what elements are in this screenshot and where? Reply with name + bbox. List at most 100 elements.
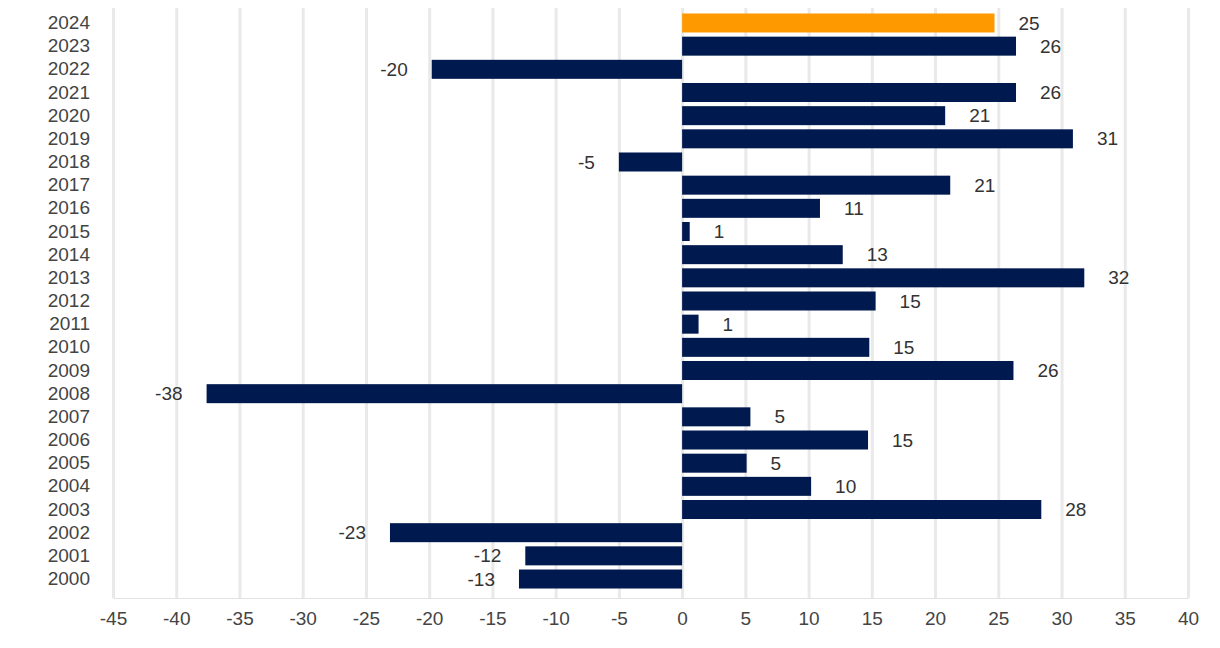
grid-line: [555, 8, 558, 598]
x-tick-label: -5: [611, 608, 628, 629]
x-tick-label: -40: [163, 608, 190, 629]
data-label: 1: [714, 221, 725, 242]
data-label: 15: [900, 291, 921, 312]
y-tick: 2007: [48, 406, 90, 427]
y-tick: 2017: [48, 174, 90, 195]
y-tick: 2022: [48, 58, 90, 79]
grid-line: [175, 8, 178, 598]
data-label: 10: [835, 476, 856, 497]
data-label: 31: [1097, 128, 1118, 149]
y-tick: 2024: [48, 12, 91, 33]
grid-line: [112, 8, 115, 598]
bar: [682, 500, 1041, 519]
bar: [682, 83, 1016, 102]
data-label: 21: [974, 175, 995, 196]
y-tick: 2018: [48, 151, 90, 172]
y-tick: 2002: [48, 522, 90, 543]
y-tick: 2001: [48, 545, 90, 566]
y-tick-label: 2002: [48, 522, 90, 543]
bar: [682, 431, 868, 450]
x-tick-label: 5: [741, 608, 752, 629]
y-tick-label: 2003: [48, 499, 90, 520]
y-tick-label: 2010: [48, 336, 90, 357]
y-tick: 2005: [48, 452, 90, 473]
y-tick: 2020: [48, 105, 90, 126]
x-tick: -45: [100, 8, 127, 629]
y-axis: 202420232022 202120202019201820172016 2015…: [48, 12, 91, 589]
y-tick: 2003: [48, 499, 90, 520]
x-axis: -45-40-35-30-25-20-15-10-505101520253035…: [100, 8, 1199, 629]
y-tick: 2013: [48, 267, 90, 288]
x-tick-label: 25: [988, 608, 1009, 629]
y-tick-label: 2008: [48, 383, 90, 404]
bar: [682, 245, 843, 264]
data-label: -23: [339, 522, 366, 543]
grid-line: [1187, 8, 1190, 598]
data-label: 21: [969, 105, 990, 126]
bar: [682, 407, 750, 426]
y-tick: 2004: [48, 475, 91, 496]
y-tick-label: 2014: [48, 244, 91, 265]
y-tick-label: 2001: [48, 545, 90, 566]
x-tick-label: -10: [542, 608, 569, 629]
data-label: 26: [1037, 360, 1058, 381]
data-label: -38: [155, 383, 182, 404]
x-tick: -30: [289, 8, 316, 629]
data-label: 11: [844, 198, 864, 219]
y-tick: 2010: [48, 336, 90, 357]
bar: [682, 338, 869, 357]
data-label: -5: [578, 152, 595, 173]
bar: [682, 361, 1013, 380]
bar: [682, 13, 994, 32]
data-label: 26: [1040, 36, 1061, 57]
data-label: -20: [380, 59, 407, 80]
data-label: -13: [468, 569, 495, 590]
y-tick: 2023: [48, 35, 90, 56]
data-labels: 2526-20262131-52111113321511526-38515510…: [155, 13, 1129, 590]
data-label: 13: [867, 244, 888, 265]
y-tick-label: 2000: [48, 568, 90, 589]
y-tick-label: 2022: [48, 58, 90, 79]
bar: [682, 176, 950, 195]
data-label: 15: [893, 337, 914, 358]
y-tick-label: 2021: [48, 82, 90, 103]
y-tick: 2014: [48, 244, 91, 265]
bar: [682, 315, 698, 334]
x-tick-label: -25: [353, 608, 380, 629]
x-tick-label: 35: [1115, 608, 1136, 629]
bar: [619, 152, 682, 171]
y-tick: 2016: [48, 197, 90, 218]
y-tick: 2015: [48, 221, 90, 242]
data-label: 32: [1108, 267, 1129, 288]
data-label: 25: [1019, 13, 1040, 34]
y-tick-label: 2007: [48, 406, 90, 427]
bar: [682, 454, 747, 473]
x-tick-label: 0: [677, 608, 688, 629]
x-tick-label: -45: [100, 608, 127, 629]
chart: -45-40-35-30-25-20-15-10-505101520253035…: [0, 0, 1220, 648]
x-tick-label: -30: [289, 608, 316, 629]
y-tick: 2012: [48, 290, 90, 311]
y-tick: 2021: [48, 82, 90, 103]
y-tick: 2000: [48, 568, 90, 589]
y-tick: 2008: [48, 383, 90, 404]
y-tick-label: 2005: [48, 452, 90, 473]
grid-line: [618, 8, 621, 598]
y-tick-label: 2019: [48, 128, 90, 149]
bar: [432, 60, 682, 79]
data-label: 28: [1065, 499, 1086, 520]
y-tick-label: 2015: [48, 221, 90, 242]
bar: [525, 546, 682, 565]
y-tick-label: 2017: [48, 174, 90, 195]
grid-line: [365, 8, 368, 598]
x-tick-label: 10: [799, 608, 820, 629]
y-tick-label: 2009: [48, 360, 90, 381]
y-tick-label: 2013: [48, 267, 90, 288]
y-tick-label: 2020: [48, 105, 90, 126]
y-tick-label: 2016: [48, 197, 90, 218]
y-tick-label: 2006: [48, 429, 90, 450]
bars: [207, 13, 1085, 588]
x-tick-label: 20: [925, 608, 946, 629]
y-tick-label: 2004: [48, 475, 91, 496]
data-label: 5: [774, 406, 785, 427]
